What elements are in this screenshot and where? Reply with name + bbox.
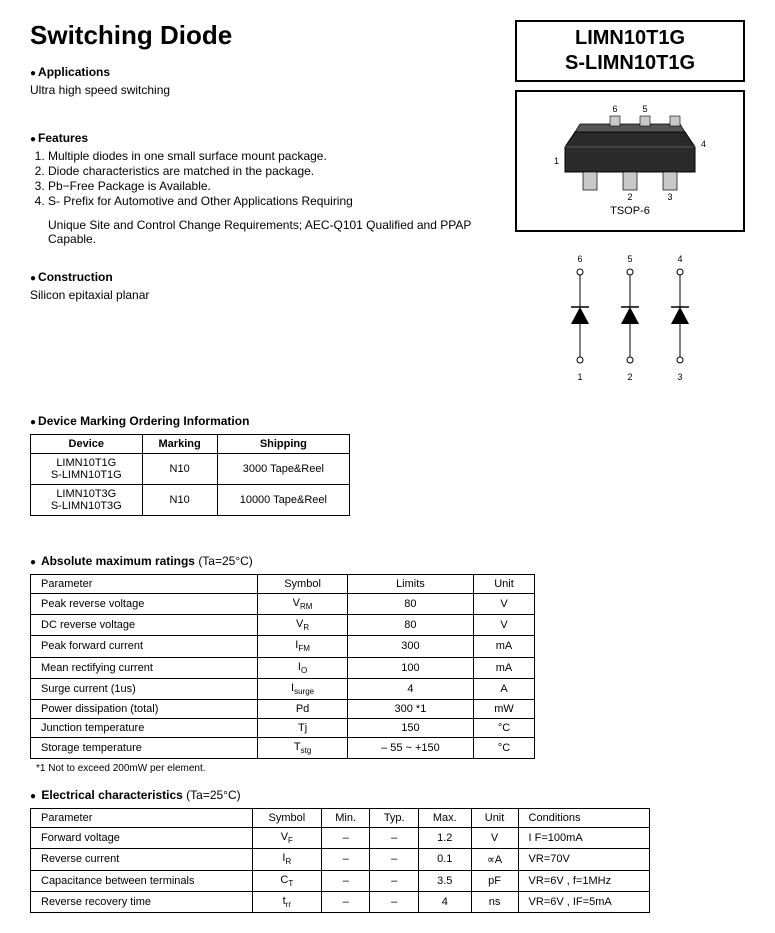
- table-row: Reverse currentIR––0.1∝AVR=70V: [31, 849, 650, 870]
- part-number: LIMN10T1G: [529, 26, 731, 51]
- pin-label: 1: [554, 156, 559, 166]
- abs-max-table: Parameter Symbol Limits Unit Peak revers…: [30, 574, 535, 759]
- package-diagram-box: 6 5 4 1 2 3 TSOP-6: [515, 90, 745, 232]
- abs-footnote: *1 Not to exceed 200mW per element.: [36, 763, 745, 774]
- part-number: S-LIMN10T1G: [529, 51, 731, 76]
- table-header: Unit: [474, 575, 535, 594]
- feature-item: Multiple diodes in one small surface mou…: [48, 149, 495, 163]
- table-header: Unit: [471, 809, 518, 828]
- table-row: Surge current (1us)Isurge4A: [31, 678, 535, 699]
- pin-label: 3: [667, 192, 672, 202]
- table-header: Typ.: [370, 809, 419, 828]
- table-header: Limits: [347, 575, 473, 594]
- pin-label: 2: [627, 192, 632, 202]
- diode-symbol: 6 1 5: [571, 254, 689, 382]
- feature-item: Pb−Free Package is Available.: [48, 179, 495, 193]
- table-row: Reverse recovery timetrr––4nsVR=6V , IF=…: [31, 891, 650, 912]
- table-row: Junction temperatureTj150°C: [31, 718, 535, 737]
- table-row: Capacitance between terminalsCT––3.5pFVR…: [31, 870, 650, 891]
- pin-label: 4: [701, 139, 706, 149]
- ordering-heading: Device Marking Ordering Information: [30, 414, 745, 428]
- svg-text:3: 3: [677, 372, 682, 382]
- table-header: Symbol: [252, 809, 321, 828]
- feature-item: Diode characteristics are matched in the…: [48, 164, 495, 178]
- page-title: Switching Diode: [30, 20, 495, 51]
- features-heading: Features: [30, 131, 495, 145]
- table-row: Storage temperatureTstg– 55 ~ +150°C: [31, 737, 535, 758]
- ordering-table: Device Marking Shipping LIMN10T1G S-LIMN…: [30, 434, 350, 516]
- svg-text:5: 5: [627, 254, 632, 264]
- applications-heading: Applications: [30, 65, 495, 79]
- svg-text:4: 4: [677, 254, 682, 264]
- table-row: Peak reverse voltageVRM80V: [31, 594, 535, 615]
- table-row: LIMN10T1G S-LIMN10T1G N10 3000 Tape&Reel: [31, 454, 350, 485]
- elec-table: Parameter Symbol Min. Typ. Max. Unit Con…: [30, 808, 650, 913]
- feature-item: S- Prefix for Automotive and Other Appli…: [48, 194, 495, 208]
- table-header: Min.: [321, 809, 370, 828]
- construction-heading: Construction: [30, 270, 495, 284]
- table-header: Device: [31, 435, 143, 454]
- part-number-box: LIMN10T1G S-LIMN10T1G: [515, 20, 745, 82]
- pin-label: 6: [612, 104, 617, 114]
- table-header: Parameter: [31, 575, 258, 594]
- pin-label: 5: [642, 104, 647, 114]
- features-extra: Unique Site and Control Change Requireme…: [30, 218, 495, 246]
- table-header: Conditions: [518, 809, 649, 828]
- table-header: Marking: [142, 435, 217, 454]
- table-row: DC reverse voltageVR80V: [31, 615, 535, 636]
- table-header: Shipping: [217, 435, 349, 454]
- svg-text:6: 6: [577, 254, 582, 264]
- table-row: Forward voltageVF––1.2VI F=100mA: [31, 828, 650, 849]
- table-header: Max.: [419, 809, 472, 828]
- construction-text: Silicon epitaxial planar: [30, 288, 495, 302]
- table-header: Parameter: [31, 809, 253, 828]
- diode-schematic: 6 1 5: [515, 252, 745, 390]
- package-diagram: 6 5 4 1 2 3 TSOP-6: [535, 102, 725, 217]
- applications-text: Ultra high speed switching: [30, 83, 495, 97]
- table-row: LIMN10T3G S-LIMN10T3G N10 10000 Tape&Ree…: [31, 485, 350, 516]
- features-list: Multiple diodes in one small surface mou…: [30, 149, 495, 208]
- abs-max-heading: Absolute maximum ratings (Ta=25°C): [30, 554, 745, 568]
- svg-text:1: 1: [577, 372, 582, 382]
- elec-heading: Electrical characteristics (Ta=25°C): [30, 788, 745, 802]
- table-header: Symbol: [258, 575, 347, 594]
- table-row: Mean rectifying currentIO100mA: [31, 657, 535, 678]
- svg-text:2: 2: [627, 372, 632, 382]
- table-row: Peak forward currentIFM300mA: [31, 636, 535, 657]
- table-row: Power dissipation (total)Pd300 *1mW: [31, 699, 535, 718]
- package-label: TSOP-6: [610, 205, 650, 217]
